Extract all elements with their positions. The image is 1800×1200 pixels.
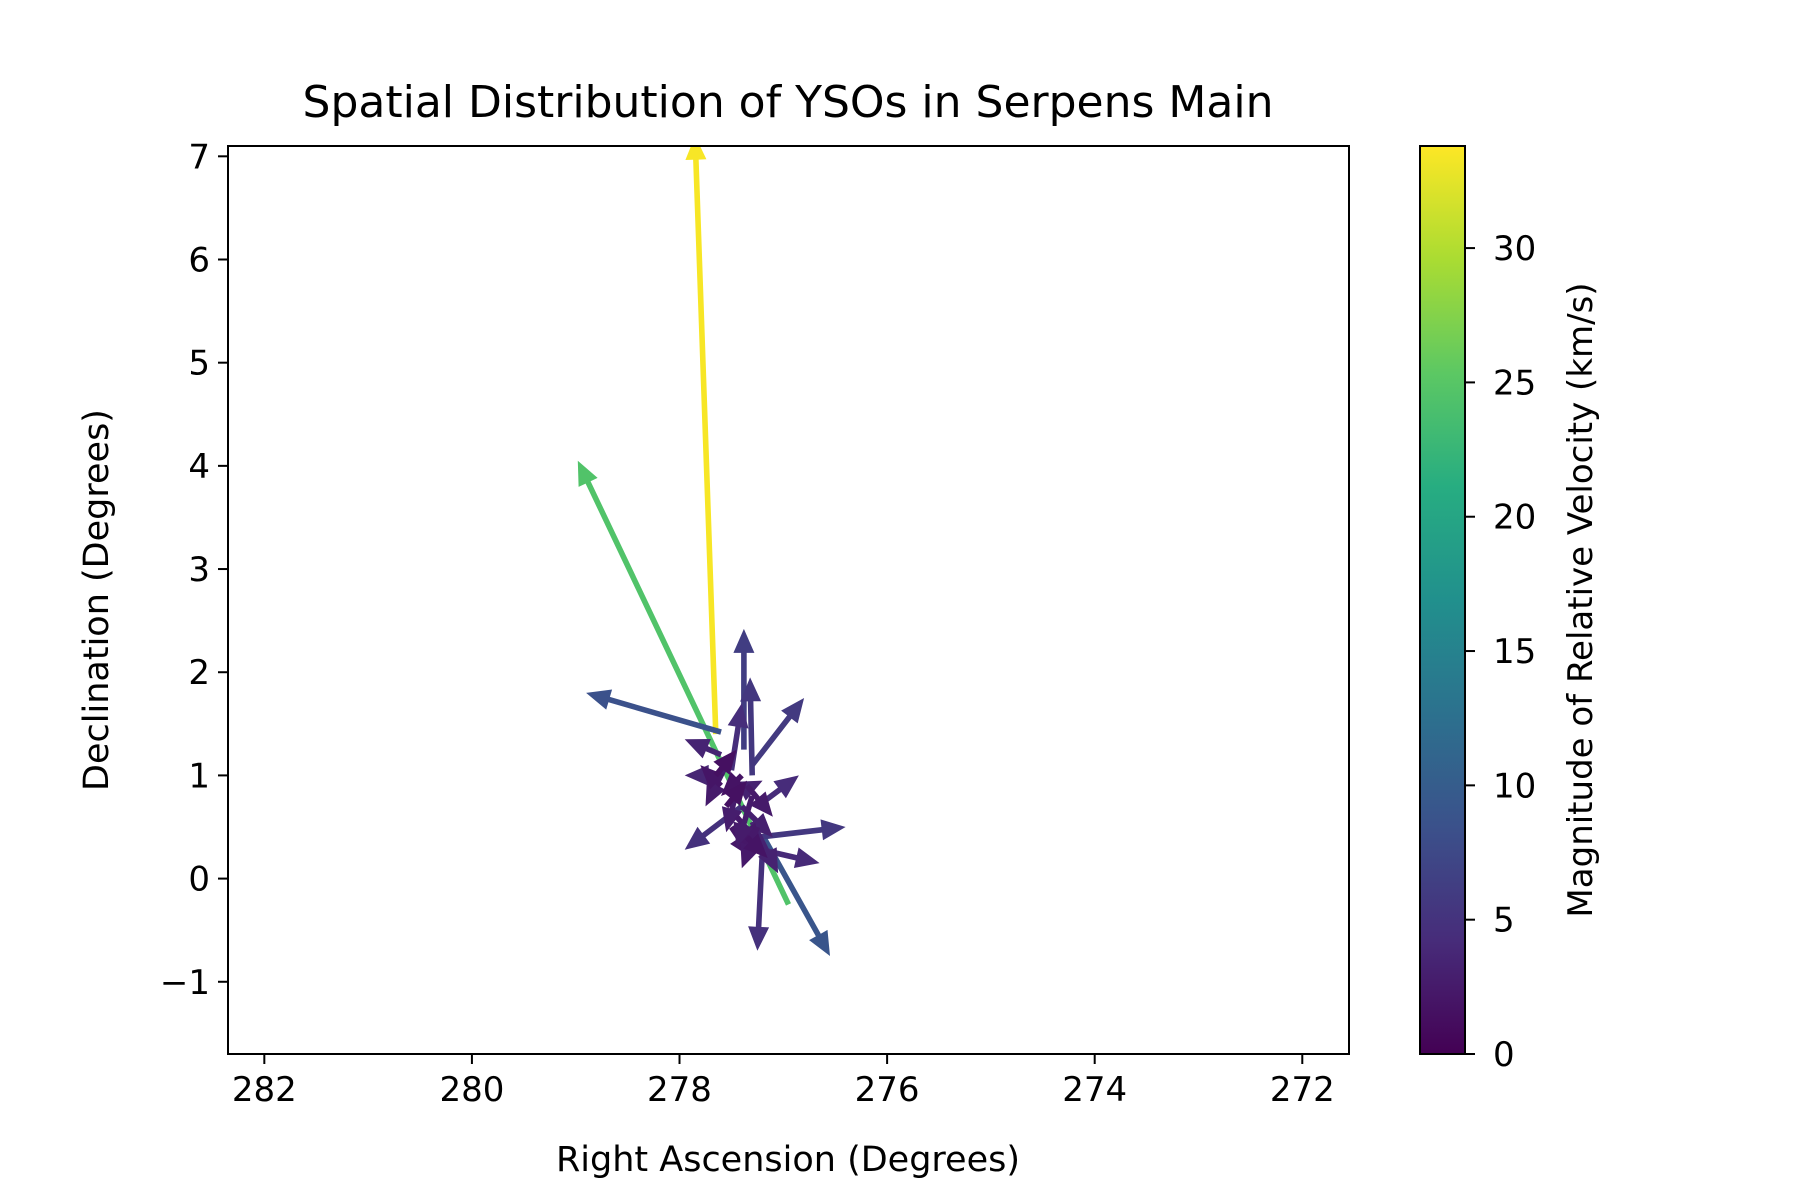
velocity-arrow-6 (740, 677, 762, 776)
colorbar-axis: 0 5 10 15 20 25 30 (1465, 229, 1536, 1075)
y-tick-label: 5 (188, 344, 210, 384)
y-tick-label: 1 (188, 756, 210, 796)
velocity-arrow-4 (733, 628, 755, 750)
colorbar (1419, 145, 1466, 1055)
y-tick-label: 0 (188, 860, 210, 900)
colorbar-tick-label: 25 (1493, 363, 1536, 403)
x-tick-label: 278 (647, 1070, 712, 1110)
y-tick-label: 3 (188, 550, 210, 590)
x-tick-label: 280 (439, 1070, 504, 1110)
velocity-arrow-13 (684, 764, 721, 786)
x-tick-label: 282 (232, 1070, 297, 1110)
vector-field (577, 146, 846, 956)
chart-title: Spatial Distribution of YSOs in Serpens … (303, 77, 1274, 128)
colorbar-tick-label: 5 (1493, 901, 1515, 941)
y-tick-label: 2 (188, 653, 210, 693)
x-tick-label: 274 (1062, 1070, 1127, 1110)
x-tick-label: 272 (1270, 1070, 1335, 1110)
x-axis: 282 280 278 276 274 272 (232, 1054, 1335, 1110)
y-tick-label: 6 (188, 241, 210, 281)
velocity-arrow-5 (750, 698, 805, 767)
velocity-arrow-7 (757, 819, 846, 841)
y-tick-label: 4 (188, 447, 210, 487)
x-tick-label: 276 (855, 1070, 920, 1110)
y-tick-label: 7 (188, 137, 210, 177)
colorbar-tick-label: 20 (1493, 498, 1536, 538)
velocity-arrow-14 (684, 739, 723, 759)
velocity-arrow-24 (721, 771, 746, 796)
velocity-arrow-26 (723, 780, 747, 809)
y-axis: −1 0 1 2 3 4 5 6 7 (160, 137, 228, 1003)
velocity-arrow-0 (685, 146, 719, 735)
velocity-arrow-28 (713, 749, 737, 778)
velocity-arrow-2 (586, 689, 722, 735)
colorbar-tick-label: 15 (1493, 632, 1536, 672)
plot-frame (227, 145, 1350, 1055)
colorbar-tick-label: 10 (1493, 766, 1536, 806)
y-axis-title: Declination (Degrees) (77, 409, 117, 791)
velocity-arrow-21 (744, 783, 773, 817)
velocity-arrow-23 (700, 765, 725, 790)
velocity-arrow-18 (721, 790, 743, 833)
colorbar-tick-label: 30 (1493, 229, 1536, 269)
x-axis-title: Right Ascension (Degrees) (556, 1140, 1020, 1180)
colorbar-label: Magnitude of Relative Velocity (km/s) (1561, 282, 1601, 917)
velocity-arrow-29 (743, 833, 768, 858)
y-tick-label: −1 (160, 963, 210, 1003)
velocity-arrow-25 (733, 795, 755, 848)
velocity-arrow-9 (748, 847, 770, 951)
colorbar-tick-label: 0 (1493, 1035, 1515, 1075)
